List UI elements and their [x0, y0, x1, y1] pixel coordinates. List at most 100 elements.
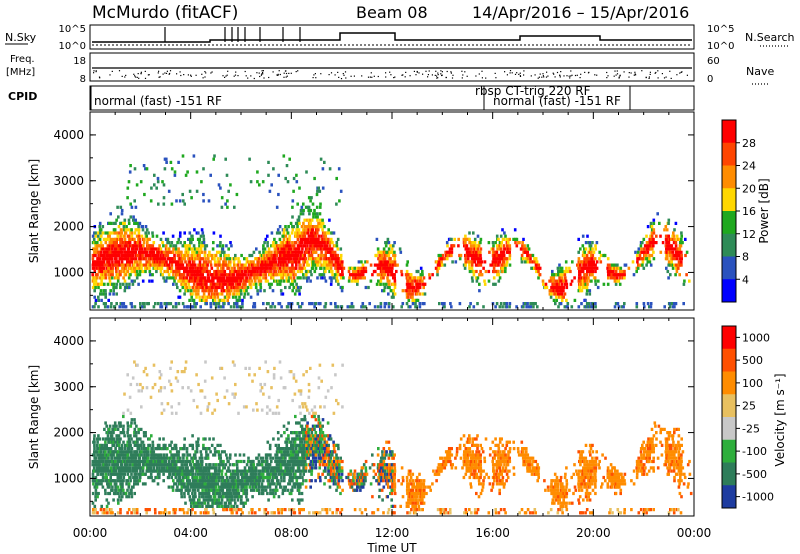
- data-cell: [126, 257, 130, 261]
- data-cell: [101, 273, 105, 277]
- data-cell: [105, 247, 108, 251]
- data-cell: [125, 495, 128, 499]
- data-cell: [107, 501, 110, 505]
- nave-dot: [168, 73, 170, 75]
- data-cell: [129, 424, 133, 428]
- colorbar-segment: [722, 256, 736, 280]
- data-cell: [292, 176, 296, 181]
- data-cell: [147, 459, 151, 464]
- data-cell: [134, 472, 138, 476]
- cpid-program-1: normal (fast) -151 RF: [94, 94, 222, 108]
- data-cell: [141, 440, 145, 444]
- nave-dot: [594, 74, 596, 76]
- data-cell: [200, 250, 204, 254]
- data-cell: [291, 215, 294, 219]
- nave-dot: [98, 76, 101, 78]
- data-cell: [649, 237, 653, 241]
- data-cell: [97, 282, 100, 286]
- data-cell: [382, 273, 385, 277]
- data-cell: [494, 282, 497, 286]
- data-cell: [111, 273, 114, 277]
- nave-dot: [201, 73, 203, 75]
- data-cell: [176, 370, 180, 374]
- data-cell: [109, 212, 112, 216]
- data-cell: [199, 411, 203, 415]
- data-cell: [182, 199, 185, 203]
- data-cell: [295, 289, 298, 293]
- data-cell: [305, 276, 308, 280]
- data-cell: [584, 266, 587, 270]
- data-cell: [197, 437, 200, 441]
- data-cell: [616, 263, 619, 267]
- nave-dot: [428, 70, 430, 72]
- data-cell: [122, 424, 125, 428]
- data-cell: [91, 234, 95, 238]
- data-cell: [376, 266, 380, 270]
- data-cell: [296, 202, 299, 206]
- data-cell: [341, 273, 344, 277]
- data-cell: [114, 440, 117, 444]
- data-cell: [310, 241, 314, 245]
- data-cell: [225, 295, 229, 299]
- data-cell: [478, 273, 481, 277]
- data-cell: [311, 202, 315, 206]
- data-cell: [122, 225, 126, 229]
- data-cell: [555, 295, 558, 299]
- data-cell: [126, 408, 130, 412]
- data-cell: [153, 263, 157, 267]
- data-cell: [542, 282, 545, 286]
- data-cell: [314, 257, 318, 261]
- data-cell: [478, 289, 481, 293]
- data-cell: [584, 257, 588, 261]
- data-cell: [559, 279, 562, 283]
- data-cell: [288, 260, 291, 264]
- data-cell: [535, 260, 539, 264]
- data-cell: [296, 250, 299, 254]
- data-cell: [356, 273, 359, 277]
- data-cell: [104, 276, 108, 280]
- data-cell: [285, 247, 288, 251]
- data-cell: [194, 456, 197, 460]
- data-cell: [94, 276, 97, 280]
- data-cell: [187, 250, 190, 254]
- data-cell: [195, 250, 199, 254]
- data-cell: [386, 250, 389, 254]
- data-cell: [677, 266, 680, 270]
- data-cell: [497, 257, 501, 261]
- data-cell: [119, 237, 122, 241]
- data-cell: [92, 482, 95, 486]
- data-cell: [168, 379, 171, 383]
- data-cell: [520, 260, 524, 264]
- data-cell: [201, 501, 204, 505]
- data-cell: [378, 266, 381, 270]
- nave-dot: [566, 75, 568, 77]
- data-cell: [329, 282, 333, 286]
- data-cell: [256, 276, 259, 280]
- data-cell: [310, 257, 313, 261]
- data-cell: [101, 263, 104, 267]
- data-cell: [303, 218, 306, 222]
- data-cell: [329, 302, 333, 306]
- data-cell: [148, 257, 152, 261]
- data-cell: [235, 292, 239, 296]
- data-cell: [229, 241, 232, 245]
- data-cell: [126, 263, 129, 267]
- data-cell: [314, 215, 318, 219]
- data-cell: [411, 279, 414, 283]
- data-cell: [535, 263, 539, 267]
- data-cell: [133, 508, 137, 512]
- data-cell: [196, 459, 200, 464]
- data-cell: [156, 257, 160, 261]
- data-cell: [191, 298, 194, 302]
- data-cell: [467, 247, 470, 251]
- data-cell: [130, 234, 134, 238]
- data-cell: [317, 237, 320, 241]
- data-cell: [587, 266, 590, 270]
- colorbar-tick-label: 12: [742, 228, 756, 241]
- data-cell: [586, 234, 589, 238]
- y-tick-label: 4000: [53, 128, 84, 142]
- data-cell: [201, 295, 204, 299]
- data-cell: [583, 250, 587, 254]
- data-cell: [197, 282, 200, 286]
- data-cell: [113, 231, 117, 235]
